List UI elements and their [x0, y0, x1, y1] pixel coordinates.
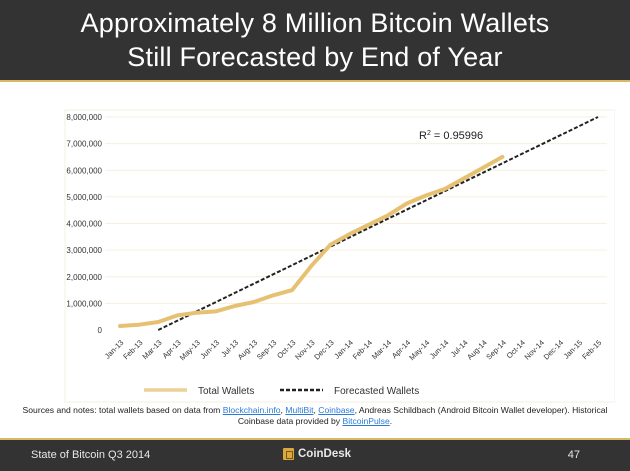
footer-report-title: State of Bitcoin Q3 2014 [31, 449, 151, 461]
slide-header: Approximately 8 Million Bitcoin Wallets … [0, 0, 630, 82]
r-squared-annotation: R2 = 0.95996 [419, 130, 483, 142]
y-tick-label: 0 [98, 326, 103, 335]
r2-base: R [419, 130, 427, 142]
chart-frame: 0 1,000,000 2,000,000 3,000,000 4,000,000 5,0… [55, 106, 615, 471]
total-wallets-line [118, 154, 505, 328]
notes-sep1: , [280, 405, 286, 415]
wallets-chart: 0 1,000,000 2,000,000 3,000,000 4,000,000 5,0… [64, 109, 615, 403]
legend-total-label: Total Wallets [198, 386, 254, 397]
legend: Total Wallets Forecasted Wallets [144, 386, 419, 397]
coindesk-brand: CoinDesk [283, 448, 351, 460]
plot-background [64, 109, 615, 403]
link-coinbase[interactable]: Coinbase [318, 405, 355, 415]
link-multibit[interactable]: MultiBit [285, 405, 314, 415]
coindesk-brand-name: CoinDesk [298, 448, 352, 460]
coindesk-logo-icon [283, 448, 294, 460]
grid-lines [105, 116, 607, 304]
legend-forecast-label: Forecasted Wallets [334, 386, 419, 397]
y-tick-label: 1,000,000 [66, 299, 102, 308]
slide-footer: State of Bitcoin Q3 2014 CoinDesk 47 [0, 438, 630, 471]
link-blockchain-info[interactable]: Blockchain.info [222, 405, 281, 415]
notes-mid: , Andreas Schildbach (Android Bitcoin Wa… [237, 405, 608, 426]
page-number: 47 [567, 449, 580, 461]
notes-prefix: Sources and notes: total wallets based o… [22, 405, 223, 415]
y-tick-label: 6,000,000 [66, 166, 102, 175]
forecast-line [157, 116, 599, 331]
y-axis-ticks: 0 1,000,000 2,000,000 3,000,000 4,000,000 5,0… [66, 113, 102, 335]
title-line-2: Still Forecasted by End of Year [127, 42, 503, 72]
y-tick-label: 3,000,000 [66, 246, 102, 255]
sources-notes: Sources and notes: total wallets based o… [10, 405, 620, 427]
r2-rest: = 0.95996 [431, 130, 483, 142]
y-tick-label: 2,000,000 [66, 273, 102, 282]
notes-suffix: . [389, 416, 393, 426]
y-tick-label: 4,000,000 [66, 220, 102, 229]
y-tick-label: 5,000,000 [66, 193, 102, 202]
title-line-1: Approximately 8 Million Bitcoin Wallets [80, 8, 550, 38]
link-bitcoinpulse[interactable]: BitcoinPulse [342, 416, 390, 426]
r2-sup: 2 [427, 130, 431, 137]
notes-sep2: , [313, 405, 319, 415]
y-tick-label: 8,000,000 [66, 113, 102, 122]
y-tick-label: 7,000,000 [66, 140, 102, 149]
